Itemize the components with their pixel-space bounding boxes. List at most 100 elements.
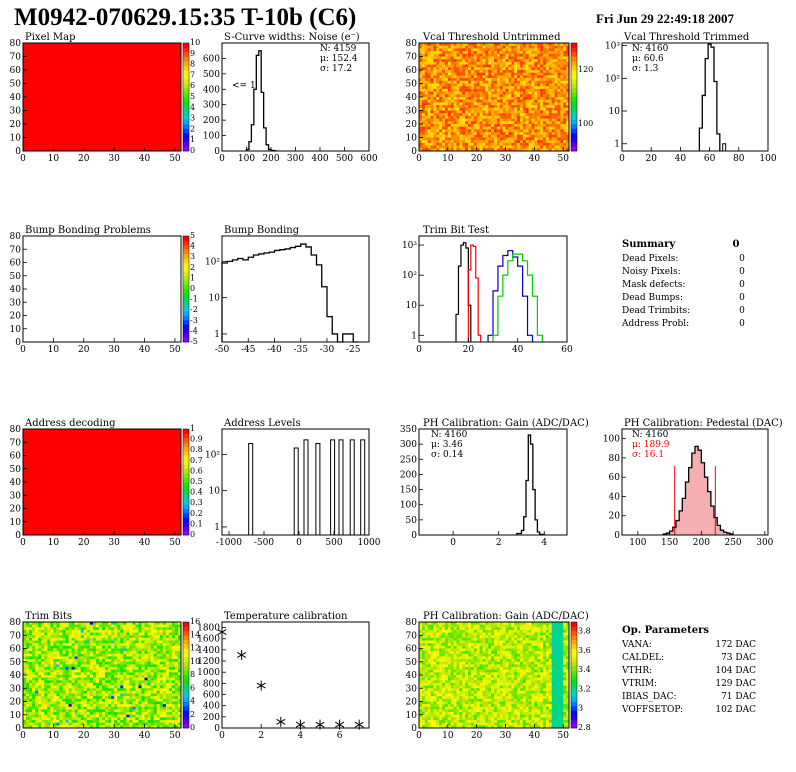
vcal-untrimmed-cell [419, 61, 423, 65]
trim-bits-cell [74, 651, 79, 655]
trim-bits-cell [26, 725, 30, 729]
ph-gain-map-cell [554, 622, 558, 626]
trim-bits-cell [71, 648, 76, 652]
vcal-untrimmed-ytick-label: 0 [411, 147, 417, 157]
vcal-untrimmed-cell [436, 78, 440, 82]
vcal-untrimmed-cell [421, 124, 426, 128]
vcal-untrimmed-cell [468, 148, 472, 152]
trim-bits-cell [53, 667, 57, 671]
vcal-untrimmed-cell [447, 45, 452, 49]
trim-bits-cell [123, 645, 127, 649]
trim-bits-cell [83, 698, 88, 702]
ph-gain-map-cell [548, 627, 553, 631]
trim-bits-cell [135, 722, 139, 726]
trim-bits-cell [38, 690, 42, 694]
vcal-untrimmed-cell [494, 145, 498, 149]
vcal-untrimmed-cell [502, 126, 506, 130]
trim-bits-cell [92, 637, 97, 641]
trim-bits-cell [129, 685, 133, 689]
vcal-untrimmed-cell [433, 86, 437, 90]
trim-bits-cell [153, 643, 158, 647]
ph-gain-map-cell [551, 622, 555, 626]
vcal-untrimmed-cell [560, 67, 564, 71]
vcal-untrimmed-cell [485, 102, 489, 106]
vcal-untrimmed-cell [531, 64, 535, 68]
trim-bits-cell [95, 709, 100, 713]
trim-bits-cell [150, 720, 155, 724]
trim-bits-cell [65, 688, 69, 692]
trim-bits-cell [177, 722, 182, 726]
trim-bits-cell [150, 698, 155, 702]
vcal-untrimmed-cell [482, 145, 486, 149]
trim-bits-cell [29, 690, 33, 694]
trim-bits-cell [108, 680, 112, 684]
ph-gain-map-cell [473, 627, 478, 631]
vcal-untrimmed-cell [468, 80, 472, 84]
vcal-untrimmed-cell [433, 59, 437, 63]
vcal-untrimmed-cell [424, 132, 429, 136]
vcal-untrimmed-cell [496, 110, 501, 114]
trim-bits-cell [68, 714, 73, 718]
vcal-untrimmed-cell [540, 48, 544, 52]
ph-gain-map-cell [447, 629, 452, 633]
vcal-untrimmed-cell [548, 118, 553, 122]
ph-gain-map-cell [545, 629, 550, 633]
vcal-untrimmed-cell [531, 140, 535, 144]
trim-bits-cell [141, 627, 145, 631]
vcal-untrimmed-cell [488, 124, 492, 128]
trim-bits-cell [41, 629, 45, 633]
trim-bits-cell [50, 701, 54, 705]
trim-bits-cell [98, 661, 103, 665]
trim-bits-cell [123, 627, 127, 631]
vcal-untrimmed-cell [545, 115, 550, 119]
trim-bits-cell [38, 701, 42, 705]
bump-bonding-problems-palette-band [183, 236, 189, 241]
trim-bits-cell [83, 629, 88, 633]
vcal-untrimmed-cell [473, 75, 478, 79]
vcal-untrimmed-cell [479, 48, 483, 52]
trim-bits-cell [153, 704, 158, 708]
bump-bonding-problems-palette-band [183, 306, 189, 312]
vcal-untrimmed-cell [424, 134, 429, 138]
trim-bits-cell [86, 712, 91, 716]
bump-bonding-xtick-label: -25 [346, 345, 361, 355]
vcal-untrimmed-cell [470, 97, 475, 101]
vcal-untrimmed-cell [482, 137, 486, 141]
vcal-untrimmed-cell [514, 64, 518, 68]
vcal-untrimmed-cell [522, 126, 527, 130]
vcal-untrimmed-cell [424, 75, 429, 79]
trim-bits-cell [138, 622, 142, 626]
trim-bits-cell [138, 637, 142, 641]
trim-bits-cell [105, 645, 109, 649]
trim-bits-cell [129, 624, 133, 628]
vcal-untrimmed-cell [531, 105, 535, 109]
ph-gain-map-cell [548, 624, 553, 628]
trim-bits-cell [62, 661, 66, 665]
vcal-untrimmed-cell [560, 99, 564, 103]
vcal-untrimmed-cell [534, 59, 538, 63]
trim-bits-cell [141, 624, 145, 628]
vcal-untrimmed-cell [479, 56, 483, 60]
bump-bonding-problems-xtick-label: 20 [78, 345, 90, 355]
ph-gain-map-cell [439, 622, 443, 626]
vcal-untrimmed-cell [566, 124, 570, 128]
trim-bits-cell [86, 643, 91, 647]
trim-bits-cell [47, 659, 51, 663]
trim-bits-cell [141, 635, 145, 639]
ph-gain-map-cell [430, 622, 434, 626]
trim-bits-cell [105, 632, 109, 636]
vcal-untrimmed-cell [525, 94, 530, 98]
vcal-untrimmed-cell [419, 91, 423, 95]
vcal-untrimmed-cell [540, 70, 544, 74]
trim-bits-cell [83, 656, 88, 660]
vcal-untrimmed-cell [485, 115, 489, 119]
vcal-untrimmed-cell [566, 94, 570, 98]
trim-bits-cell [105, 627, 109, 631]
vcal-untrimmed-cell [545, 70, 550, 74]
vcal-untrimmed-cell [514, 126, 518, 130]
trim-bits-cell [98, 645, 103, 649]
vcal-untrimmed-cell [566, 43, 570, 47]
trim-bits-cell [120, 720, 124, 724]
vcal-untrimmed-cell [476, 102, 480, 106]
vcal-untrimmed-cell [519, 107, 524, 111]
